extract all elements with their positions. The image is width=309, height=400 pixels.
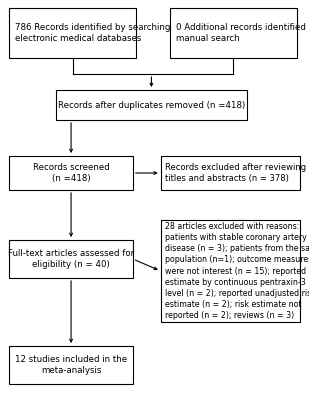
FancyBboxPatch shape [170,8,297,58]
Text: 786 Records identified by searching
electronic medical databases: 786 Records identified by searching elec… [15,23,171,43]
FancyBboxPatch shape [161,220,300,322]
FancyBboxPatch shape [56,90,247,120]
Text: 0 Additional records identified by
manual search: 0 Additional records identified by manua… [176,23,309,43]
Text: Full-text articles assessed for
eligibility (n = 40): Full-text articles assessed for eligibil… [8,249,134,269]
Text: Records after duplicates removed (n =418): Records after duplicates removed (n =418… [58,100,245,110]
FancyBboxPatch shape [161,156,300,190]
FancyBboxPatch shape [9,240,133,278]
FancyBboxPatch shape [9,346,133,384]
Text: 28 articles excluded with reasons:
patients with stable coronary artery
disease : 28 articles excluded with reasons: patie… [165,222,309,320]
Text: Records excluded after reviewing the
titles and abstracts (n = 378): Records excluded after reviewing the tit… [165,163,309,183]
FancyBboxPatch shape [9,8,136,58]
FancyBboxPatch shape [9,156,133,190]
Text: Records screened
(n =418): Records screened (n =418) [33,163,109,183]
Text: 12 studies included in the
meta-analysis: 12 studies included in the meta-analysis [15,355,127,375]
